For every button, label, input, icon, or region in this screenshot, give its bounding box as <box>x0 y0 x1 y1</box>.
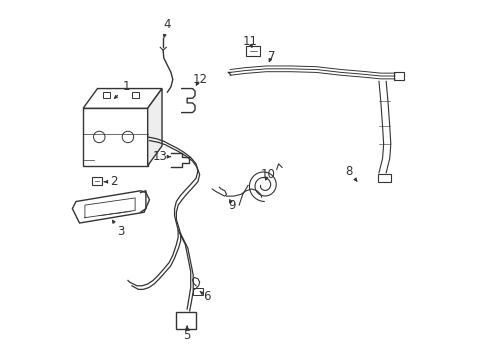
Text: 10: 10 <box>260 168 275 181</box>
FancyBboxPatch shape <box>394 72 404 80</box>
Circle shape <box>93 131 105 143</box>
FancyBboxPatch shape <box>92 177 102 185</box>
FancyBboxPatch shape <box>102 92 110 98</box>
FancyBboxPatch shape <box>176 312 196 329</box>
Text: 9: 9 <box>228 199 235 212</box>
Text: 1: 1 <box>114 80 130 98</box>
Text: 7: 7 <box>267 50 275 63</box>
FancyBboxPatch shape <box>192 288 202 295</box>
FancyBboxPatch shape <box>83 108 147 166</box>
Text: 11: 11 <box>242 35 257 49</box>
Text: 8: 8 <box>344 165 356 181</box>
Text: 4: 4 <box>163 18 171 37</box>
Text: 3: 3 <box>112 220 124 238</box>
Text: 13: 13 <box>152 150 170 163</box>
FancyBboxPatch shape <box>131 92 139 98</box>
FancyBboxPatch shape <box>377 174 390 182</box>
Text: 5: 5 <box>183 326 190 342</box>
FancyBboxPatch shape <box>246 46 260 56</box>
Circle shape <box>122 131 133 143</box>
Polygon shape <box>83 89 162 108</box>
Polygon shape <box>147 89 162 166</box>
Text: 12: 12 <box>192 73 207 86</box>
Polygon shape <box>72 191 149 223</box>
Text: 2: 2 <box>104 175 117 188</box>
Text: 6: 6 <box>200 290 210 303</box>
